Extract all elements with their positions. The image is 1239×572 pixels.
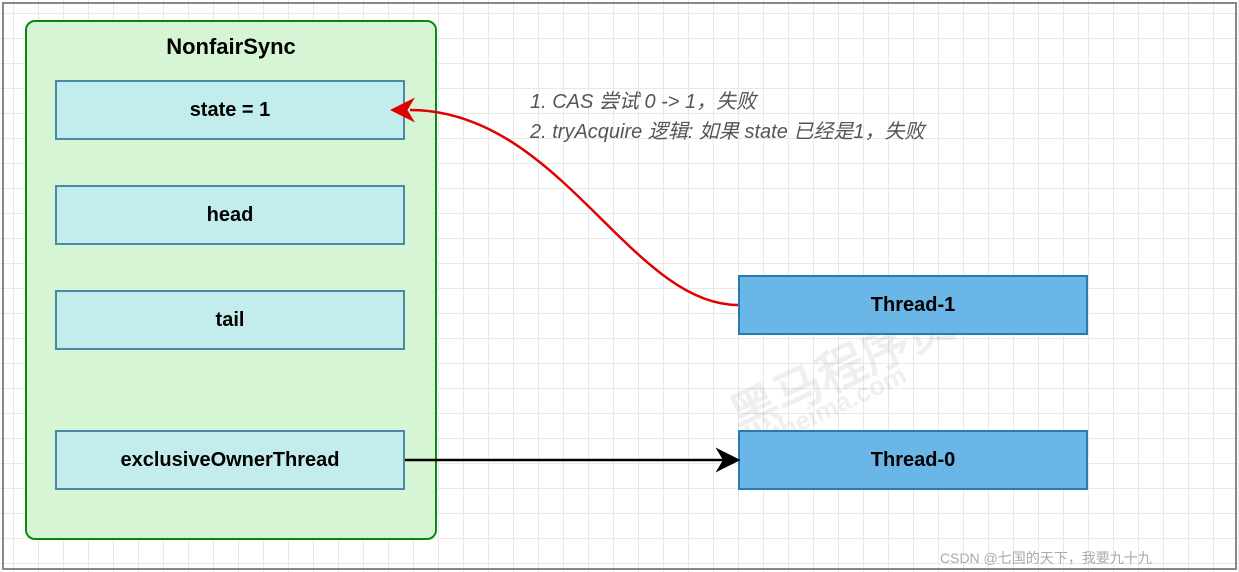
field-tail-label: tail [216, 309, 245, 332]
thread-1-box: Thread-1 [738, 275, 1088, 335]
annotation-line-1: 1. CAS 尝试 0 -> 1，失败 [530, 85, 756, 114]
field-exclusive-owner-thread: exclusiveOwnerThread [55, 430, 405, 490]
credit-text: CSDN @七国的天下，我要九十九 [940, 548, 1152, 568]
nonfairsync-title: NonfairSync [25, 34, 437, 60]
field-head-label: head [207, 204, 254, 227]
field-head: head [55, 185, 405, 245]
field-eot-label: exclusiveOwnerThread [121, 449, 340, 472]
thread-1-label: Thread-1 [871, 294, 955, 317]
field-state: state = 1 [55, 80, 405, 140]
thread-0-box: Thread-0 [738, 430, 1088, 490]
field-tail: tail [55, 290, 405, 350]
annotation-line-2: 2. tryAcquire 逻辑: 如果 state 已经是1，失败 [530, 115, 925, 144]
field-state-label: state = 1 [190, 99, 271, 122]
thread-0-label: Thread-0 [871, 449, 955, 472]
